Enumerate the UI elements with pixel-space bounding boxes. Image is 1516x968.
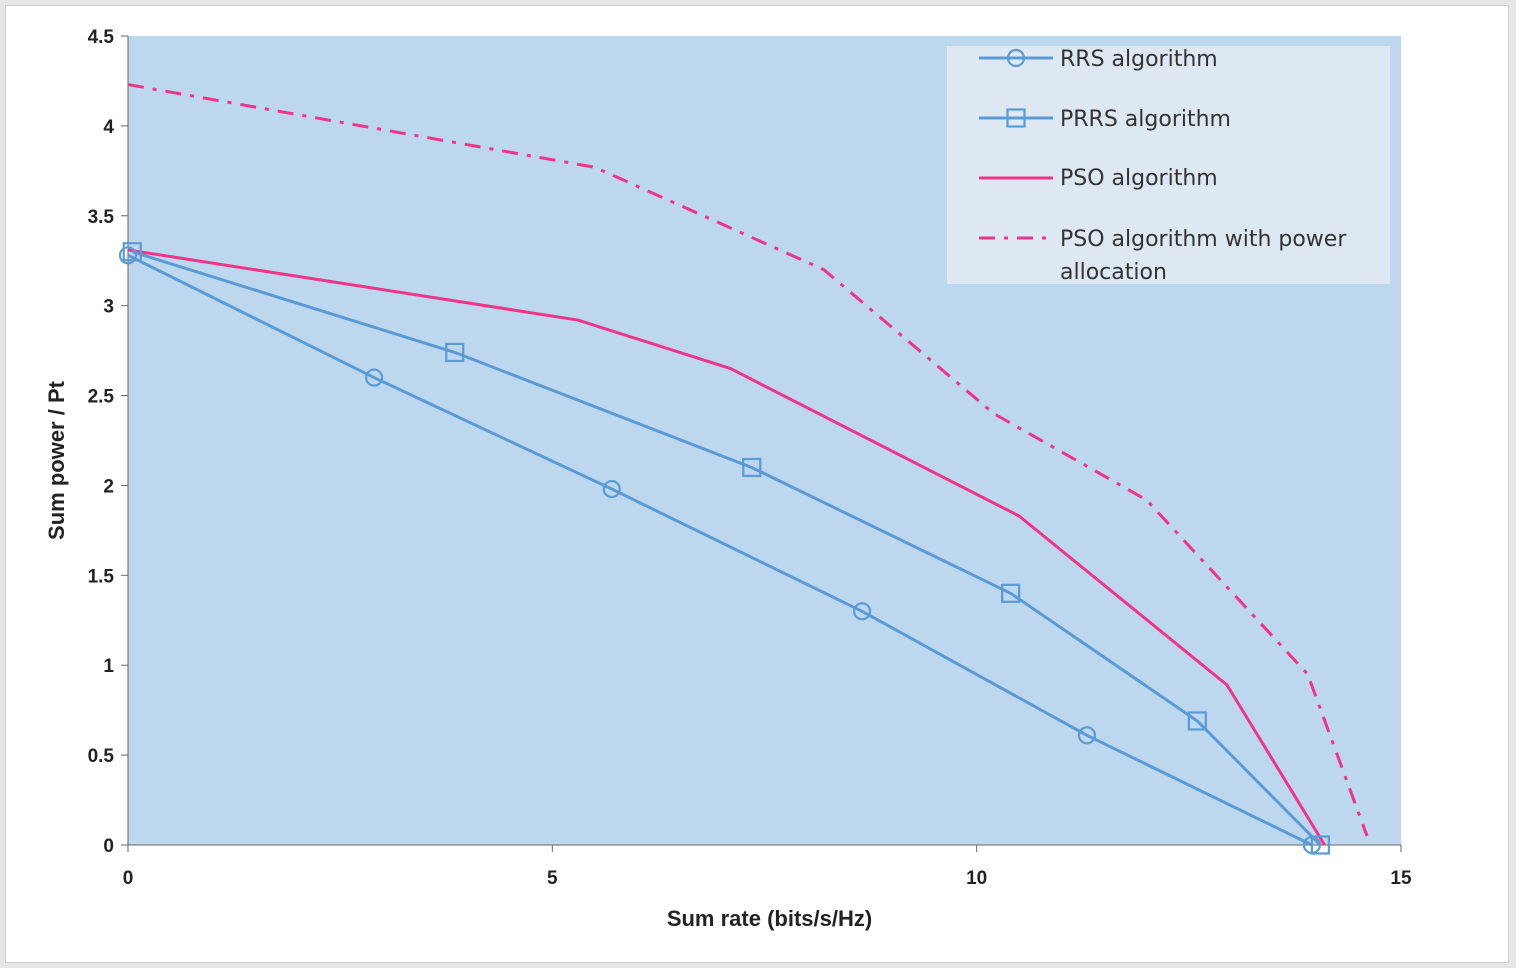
data-point-marker [742,457,762,478]
legend-symbols [979,48,1053,240]
x-tick-label: 0 [123,868,134,889]
y-tick-label: 1.5 [88,566,115,587]
x-axis-title: Sum rate (bits/s/Hz) [667,906,872,931]
data-point-marker [365,368,384,387]
data-point-marker [852,602,872,621]
y-axis-title: Sum power / Pt [44,380,69,540]
data-point-marker [1077,726,1097,745]
y-axis-ticks: 0 0.5 1 1.5 2 2.5 3 3.5 4 4.5 [88,27,128,857]
data-point-marker [1001,583,1021,603]
x-tick-label: 10 [966,868,987,889]
legend-background [947,46,1390,284]
legend-marker [1006,48,1026,68]
data-point-marker [1187,711,1207,731]
y-tick-label: 0 [103,836,114,857]
y-tick-label: 4.5 [88,27,115,48]
y-tick-label: 3.5 [88,207,115,228]
legend-label-prrs: PRRS algorithm [1060,107,1231,132]
legend: RRS algorithm PRRS algorithm PSO algorit… [947,46,1390,285]
data-point-marker [118,246,138,265]
legend-label-pso: PSO algorithm [1060,166,1218,191]
series-0 [118,246,1321,855]
y-tick-label: 2 [103,476,114,497]
legend-marker [1006,108,1026,128]
y-tick-label: 0.5 [88,746,115,767]
x-tick-label: 5 [547,868,558,889]
legend-label-pso-power-line2: allocation [1060,260,1167,285]
series-line [127,248,1326,846]
line-chart: 0 0.5 1 1.5 2 2.5 3 3.5 4 4.5 0 5 10 15 Sum rate (bi… [44,27,1412,931]
series-2 [127,248,1326,846]
y-tick-label: 1 [103,656,114,677]
series-line [131,250,1322,847]
data-point-marker [445,342,465,363]
y-tick-label: 3 [103,297,114,318]
x-tick-label: 15 [1390,868,1412,889]
x-axis-ticks: 0 5 10 15 [123,845,1412,889]
series-1 [122,242,1330,855]
y-tick-label: 4 [103,117,114,138]
series-layer [118,83,1369,855]
legend-label-rrs: RRS algorithm [1060,47,1218,72]
data-point-marker [122,242,142,262]
series-line [127,253,1313,847]
legend-label-pso-power-line1: PSO algorithm with power [1060,227,1347,252]
data-point-marker [1302,835,1321,855]
data-point-marker [602,479,621,499]
chart-frame: 0 0.5 1 1.5 2 2.5 3 3.5 4 4.5 0 5 10 15 Sum rate (bi… [5,5,1509,963]
y-tick-label: 2.5 [88,387,115,408]
